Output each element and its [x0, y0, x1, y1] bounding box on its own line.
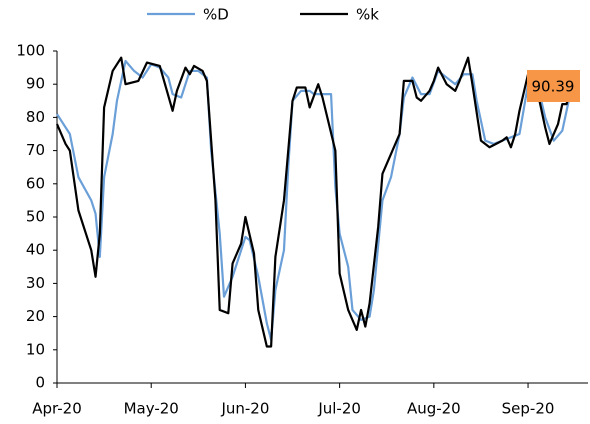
y-tick-label: 70	[26, 141, 45, 159]
y-tick-label: 80	[26, 108, 45, 126]
y-tick-label: 60	[26, 174, 45, 192]
series-line	[56, 59, 572, 341]
y-tick-label: 90	[26, 75, 45, 93]
x-tick-label: Apr-20	[32, 400, 82, 418]
annotation: 90.39	[532, 78, 575, 96]
y-tick-label: 20	[26, 307, 45, 325]
y-tick-label: 30	[26, 274, 45, 292]
x-tick-label: May-20	[124, 400, 179, 418]
y-tick-label: 40	[26, 241, 45, 259]
x-tick-label: Jun-20	[220, 400, 269, 418]
y-tick-label: 0	[35, 374, 45, 392]
annotation-box	[527, 70, 580, 102]
y-tick-label: 100	[16, 42, 45, 60]
x-tick-label: Aug-20	[407, 400, 461, 418]
x-tick-label: Jul-20	[317, 400, 361, 418]
y-tick-label: 50	[26, 208, 45, 226]
series-line	[55, 56, 572, 348]
x-tick-label: Sep-20	[502, 400, 555, 418]
legend-label: %D	[203, 6, 229, 24]
y-tick-label: 10	[26, 340, 45, 358]
legend-label: %k	[356, 6, 379, 24]
